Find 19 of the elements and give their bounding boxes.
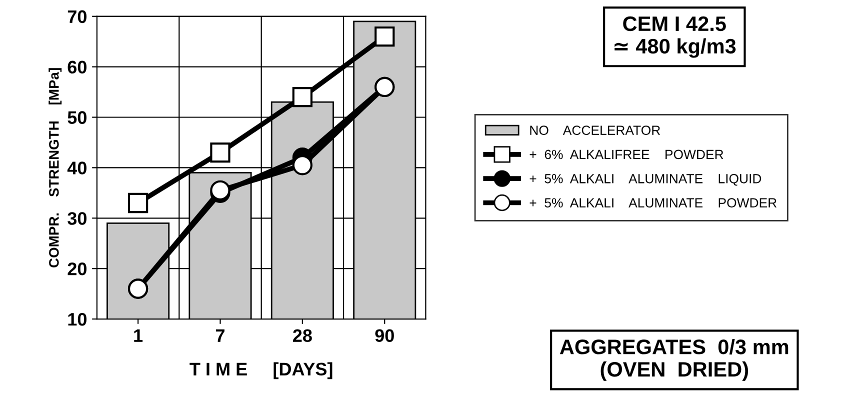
x-tick-label: 7 <box>216 329 224 342</box>
legend-label: + 5% ALKALI ALUMINATE POWDER <box>530 198 777 208</box>
x-axis-title: T I M E [DAYS] <box>190 362 332 380</box>
y-tick-label: 10 <box>68 312 86 326</box>
y-tick-label: 50 <box>68 111 86 124</box>
legend-label: + 5% ALKALI ALUMINATE LIQUID <box>530 174 762 186</box>
x-tick-label: 1 <box>134 329 143 342</box>
y-tick-label: 40 <box>67 162 86 174</box>
y-tick-label: 70 <box>68 10 86 24</box>
y-tick-label: 20 <box>68 262 86 276</box>
y-axis-title: COMPR. STRENGTH [MPa] <box>48 68 62 268</box>
y-tick-label: 60 <box>68 60 86 74</box>
text: CEM I 42.5 ≃ 480 kg/m3 <box>614 16 736 58</box>
text: AGGREGATES 0/3 mm (OVEN DRIED) <box>560 338 788 381</box>
legend-label: NO ACCELERATOR <box>530 126 660 135</box>
x-tick-label: 90 <box>375 329 394 342</box>
x-tick-label: 28 <box>293 329 312 342</box>
y-tick-label: 30 <box>68 212 86 225</box>
legend-label: + 6% ALKALIFREE POWDER <box>530 150 724 160</box>
